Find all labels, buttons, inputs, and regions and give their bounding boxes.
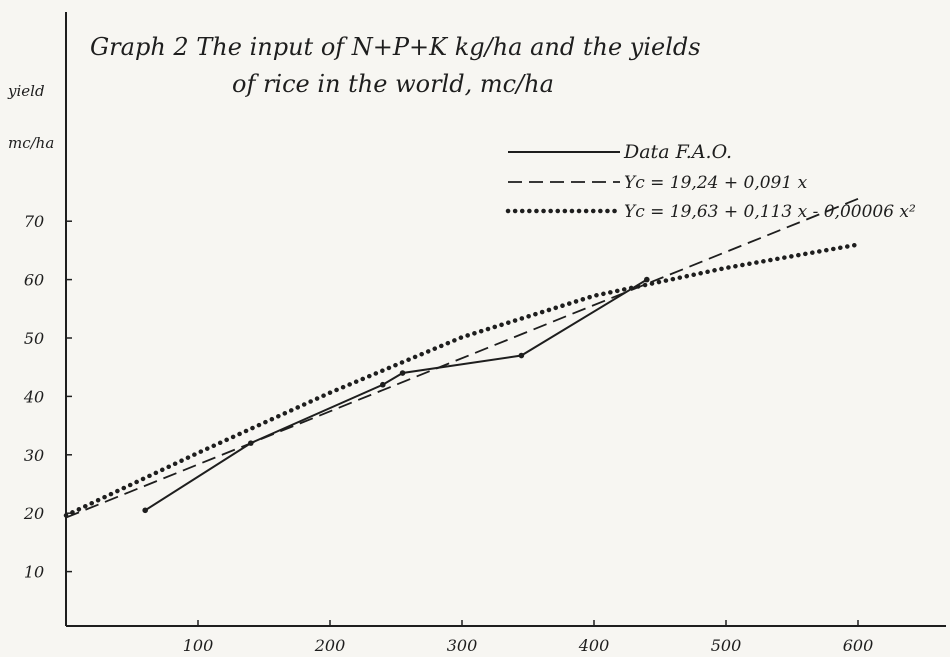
x-tick-label: 300 [447, 636, 478, 655]
y-axis-label-line2: mc/ha [8, 134, 54, 152]
series-dotted-line [63, 242, 861, 518]
legend-label: Data F.A.O. [623, 141, 732, 163]
x-tick-label: 500 [711, 636, 742, 655]
y-tick-label: 60 [24, 271, 44, 290]
y-tick-label: 20 [23, 504, 44, 523]
y-tick-label: 30 [24, 446, 44, 465]
data-point [142, 507, 148, 514]
data-point [644, 276, 650, 283]
series-solid-line [144, 278, 648, 512]
y-tick-label: 70 [24, 212, 44, 231]
chart-title-line1: Graph 2 The input of N+P+K kg/ha and the… [90, 33, 701, 61]
x-tick-label: 200 [314, 636, 346, 655]
y-axis-label-line1: yield [7, 82, 45, 100]
x-tick-label: 100 [183, 636, 214, 655]
x-tick-label: 400 [578, 636, 610, 655]
data-point [380, 381, 386, 388]
legend-label: Yc = 19,24 + 0,091 x [624, 173, 808, 193]
series-dashed-line [65, 197, 859, 519]
y-tick-label: 10 [24, 563, 44, 582]
x-tick-label: 600 [843, 636, 874, 655]
y-tick-label: 50 [24, 329, 44, 348]
data-point [399, 370, 406, 376]
chart-title-line2: of rice in the world, mc/ha [232, 70, 554, 98]
legend: Data F.A.O. Yc = 19,24 + 0,091 x Yc = 19,6… [505, 141, 916, 222]
y-tick-label: 40 [23, 387, 44, 406]
data-point [518, 352, 525, 359]
legend-label: Yc = 19,63 + 0,113 x - 0,00006 x² [624, 202, 916, 222]
